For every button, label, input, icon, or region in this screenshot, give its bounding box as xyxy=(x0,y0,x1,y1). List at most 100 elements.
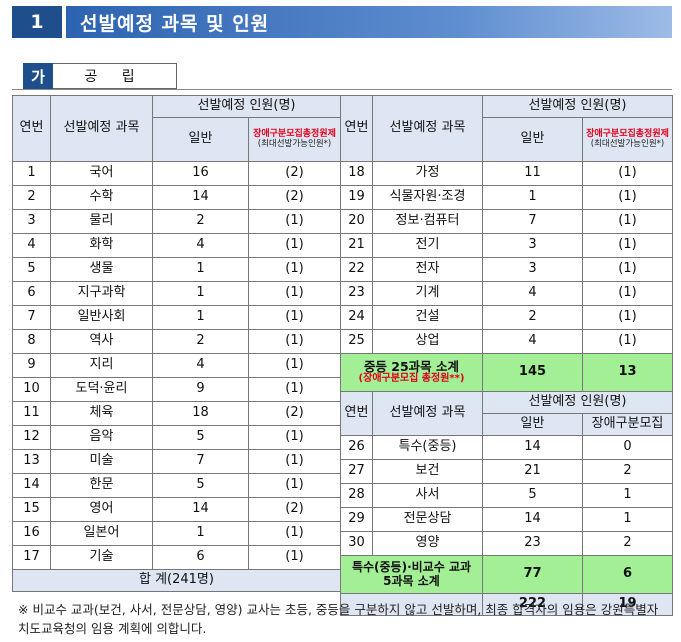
row-general: 5 xyxy=(482,483,583,508)
row-subject: 체육 xyxy=(50,401,153,426)
row-general: 4 xyxy=(482,281,583,306)
row-no: 13 xyxy=(12,449,51,474)
row-subject: 일본어 xyxy=(50,521,153,546)
row-no: 14 xyxy=(12,473,51,498)
row-no: 8 xyxy=(12,329,51,354)
row-subject: 한문 xyxy=(50,473,153,498)
table-row: 13 미술 7 (1) xyxy=(12,449,341,474)
header-general: 일반 xyxy=(152,117,249,162)
row-general: 6 xyxy=(152,545,249,570)
row-general: 1 xyxy=(152,257,249,282)
header-group: 선발예정 인원(명) xyxy=(482,95,673,118)
special-subtotal-general: 77 xyxy=(482,555,583,594)
table-row: 26 특수(중등) 14 0 xyxy=(340,435,673,460)
row-general: 3 xyxy=(482,257,583,282)
row-disabled: (1) xyxy=(582,281,673,306)
row-disabled: (1) xyxy=(248,281,341,306)
table-row: 28 사서 5 1 xyxy=(340,483,673,508)
table-row: 19 식물자원·조경 1 (1) xyxy=(340,185,673,210)
row-disabled: (1) xyxy=(248,425,341,450)
row-general: 11 xyxy=(482,161,583,186)
row-general: 14 xyxy=(482,507,583,532)
header-disabled-note: (최대선발가능인원*) xyxy=(257,138,332,149)
row-disabled: (1) xyxy=(248,209,341,234)
row-subject: 음악 xyxy=(50,425,153,450)
row-subject: 생물 xyxy=(50,257,153,282)
row-subject: 식물자원·조경 xyxy=(372,185,483,210)
row-subject: 기계 xyxy=(372,281,483,306)
row-no: 16 xyxy=(12,521,51,546)
row-disabled: (1) xyxy=(582,185,673,210)
table-row: 17 기술 6 (1) xyxy=(12,545,341,570)
row-general: 2 xyxy=(482,305,583,330)
table-row: 22 전자 3 (1) xyxy=(340,257,673,282)
row-subject: 보건 xyxy=(372,459,483,484)
row-no: 19 xyxy=(340,185,373,210)
row-disabled: (1) xyxy=(582,329,673,354)
row-no: 7 xyxy=(12,305,51,330)
row-general: 4 xyxy=(152,353,249,378)
row-subject: 특수(중등) xyxy=(372,435,483,460)
row-no: 24 xyxy=(340,305,373,330)
table-row: 4 화학 4 (1) xyxy=(12,233,341,258)
table-row: 24 건설 2 (1) xyxy=(340,305,673,330)
table-row: 21 전기 3 (1) xyxy=(340,233,673,258)
header-disabled-label: 장애구분모집총정원제 xyxy=(253,129,336,140)
row-no: 25 xyxy=(340,329,373,354)
row-disabled: (1) xyxy=(248,377,341,402)
row-no: 9 xyxy=(12,353,51,378)
total-spacer xyxy=(340,593,483,616)
table-row: 5 생물 1 (1) xyxy=(12,257,341,282)
total-row: 합 계(241명) xyxy=(12,569,341,592)
row-general: 14 xyxy=(152,185,249,210)
row-subject: 물리 xyxy=(50,209,153,234)
row-disabled: (2) xyxy=(248,401,341,426)
row-subject: 일반사회 xyxy=(50,305,153,330)
subsection-header: 가 공 립 xyxy=(23,63,177,89)
row-subject: 건설 xyxy=(372,305,483,330)
section-title: 선발예정 과목 및 인원 xyxy=(66,6,672,38)
table-row: 12 음악 5 (1) xyxy=(12,425,341,450)
row-no: 10 xyxy=(12,377,51,402)
row-general: 5 xyxy=(152,473,249,498)
row-general: 21 xyxy=(482,459,583,484)
row-subject: 정보·컴퓨터 xyxy=(372,209,483,234)
row-disabled: (1) xyxy=(248,521,341,546)
section-number: 1 xyxy=(12,6,62,38)
row-general: 23 xyxy=(482,531,583,556)
row-general: 16 xyxy=(152,161,249,186)
row-no: 17 xyxy=(12,545,51,570)
row-disabled: (1) xyxy=(248,473,341,498)
row-no: 15 xyxy=(12,497,51,522)
middle-subtotal-label: 중등 25과목 소계 xyxy=(363,359,460,375)
row-no: 23 xyxy=(340,281,373,306)
table-row: 18 가정 11 (1) xyxy=(340,161,673,186)
special-subtotal-disabled: 6 xyxy=(582,555,673,594)
row-subject: 역사 xyxy=(50,329,153,354)
row-subject: 영어 xyxy=(50,497,153,522)
row-no: 4 xyxy=(12,233,51,258)
total-disabled: 19 xyxy=(582,593,673,616)
row-disabled: (1) xyxy=(248,329,341,354)
row-disabled: (1) xyxy=(248,353,341,378)
table-row: 14 한문 5 (1) xyxy=(12,473,341,498)
left-table: 연번 선발예정 과목 선발예정 인원(명) 일반 장애구분모집총정원제 (최대선… xyxy=(12,95,341,592)
row-disabled: 1 xyxy=(582,507,673,532)
row-general: 14 xyxy=(482,435,583,460)
row-general: 5 xyxy=(152,425,249,450)
row-no: 6 xyxy=(12,281,51,306)
total-label: 합 계(241명) xyxy=(12,569,341,592)
row-disabled: (2) xyxy=(248,185,341,210)
row-no: 30 xyxy=(340,531,373,556)
right-table: 연번 선발예정 과목 선발예정 인원(명) 일반 장애구분모집총정원제 (최대선… xyxy=(340,95,673,616)
row-subject: 상업 xyxy=(372,329,483,354)
row-disabled: (1) xyxy=(582,257,673,282)
table-row: 10 도덕·윤리 9 (1) xyxy=(12,377,341,402)
row-subject: 지리 xyxy=(50,353,153,378)
row-no: 28 xyxy=(340,483,373,508)
table-row: 16 일본어 1 (1) xyxy=(12,521,341,546)
row-subject: 지구과학 xyxy=(50,281,153,306)
header-disabled: 장애구분모집총정원제 (최대선발가능인원*) xyxy=(582,117,673,162)
row-general: 14 xyxy=(152,497,249,522)
header-disabled-note: (최대선발가능인원*) xyxy=(590,138,665,149)
